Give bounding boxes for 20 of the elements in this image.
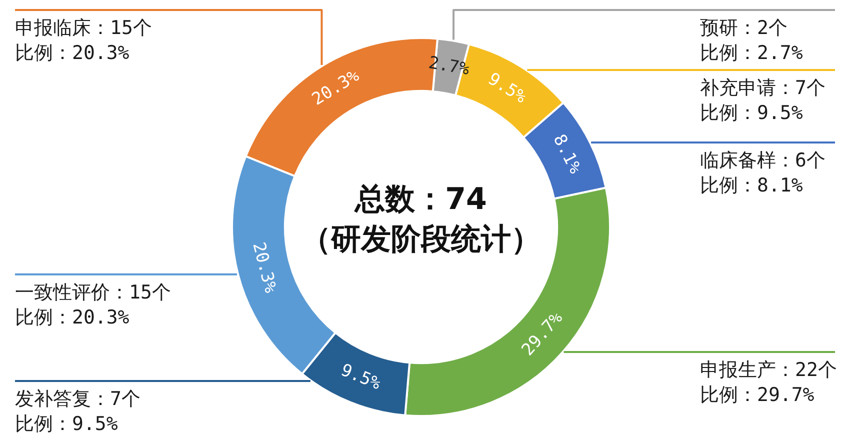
slice-label: 一致性评价：15个 xyxy=(15,281,171,304)
data-label: 2.7% xyxy=(427,52,471,80)
text: 比例：2.7% xyxy=(700,42,804,64)
data-label: 9.5% xyxy=(338,360,384,394)
slice-label: 预研：2个 xyxy=(700,16,788,39)
text: 比例：20.3% xyxy=(15,306,130,328)
slice-label: 申报生产：22个 xyxy=(700,358,837,381)
text: 总数：74 xyxy=(354,182,487,217)
data-label: 8.1% xyxy=(548,131,586,177)
text: 比例：9.5% xyxy=(700,102,804,124)
text: 比例：29.7% xyxy=(700,384,815,406)
text: 比例：20.3% xyxy=(15,42,130,64)
text: 比例：9.5% xyxy=(15,412,118,435)
slice-label: 临床备样：6个 xyxy=(700,149,826,172)
slice-label: 申报临床：15个 xyxy=(15,16,152,39)
slice-label: 发补答复：7个 xyxy=(15,388,140,410)
data-label: 20.3% xyxy=(248,240,280,295)
text: （研发阶段统计） xyxy=(301,222,541,257)
text: 比例：8.1% xyxy=(700,174,804,196)
slice-label: 补充申请：7个 xyxy=(700,76,826,99)
